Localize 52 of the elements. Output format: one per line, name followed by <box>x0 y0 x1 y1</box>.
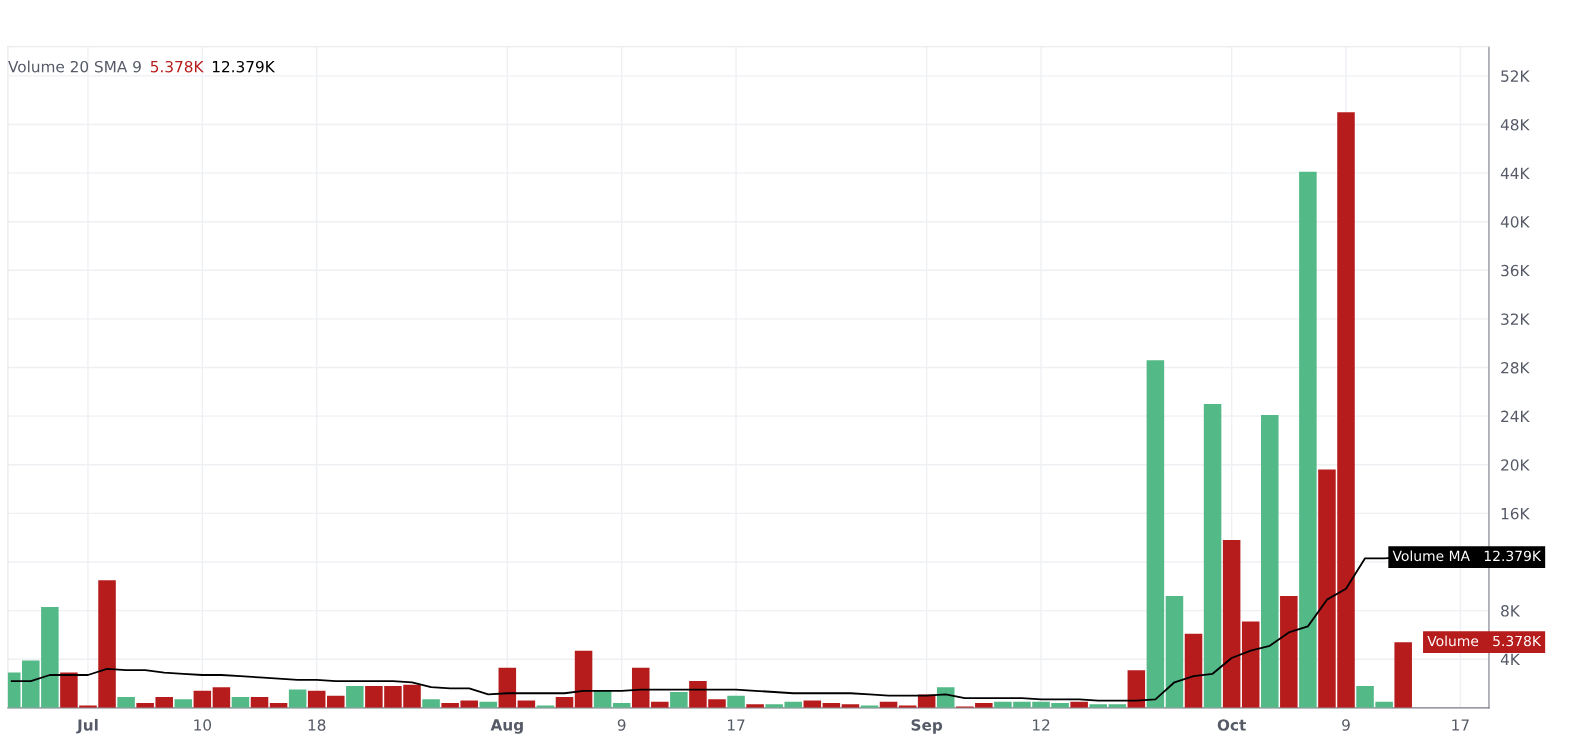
x-tick-label: Aug <box>490 719 523 734</box>
annotation: Volume 20 SMA 9 <box>8 60 141 73</box>
annotation: Volume 5.378K <box>1427 635 1542 647</box>
x-tick-label: 17 <box>1452 719 1469 731</box>
y-tick-label: 4K <box>1500 653 1521 666</box>
x-tick-label: Oct <box>1217 719 1246 731</box>
bar <box>1146 360 1165 708</box>
x-tick-label: 12 <box>1032 719 1050 731</box>
bar <box>670 692 688 708</box>
x-tick-label: 9 <box>617 719 626 731</box>
annotation: Volume MA 12.379K <box>1392 550 1542 562</box>
y-tick-label: 36K <box>1501 264 1530 277</box>
annotation: 12.379K <box>212 60 276 73</box>
bar <box>1299 171 1317 708</box>
bar <box>498 667 517 708</box>
bar <box>117 696 135 708</box>
x-tick-label: Jul <box>76 718 98 734</box>
y-tick-label: 28K <box>1501 362 1530 374</box>
y-tick-label: 40K <box>1500 216 1530 228</box>
bar <box>1280 596 1298 708</box>
x-tick-label: 17 <box>728 719 745 731</box>
x-tick-label: 9 <box>1342 719 1350 731</box>
x-tick-label: 10 <box>194 719 212 731</box>
bar <box>1184 633 1203 708</box>
y-tick-label: 32K <box>1501 313 1530 325</box>
bar <box>174 699 193 708</box>
bar <box>1165 596 1184 708</box>
bar <box>1394 642 1412 708</box>
y-tick-label: 24K <box>1501 410 1530 422</box>
y-tick-label: 44K <box>1500 167 1530 179</box>
y-tick-label: 48K <box>1500 118 1530 131</box>
bar <box>574 650 593 708</box>
y-tick-label: 16K <box>1501 507 1530 520</box>
bar <box>1260 414 1279 708</box>
bar <box>212 687 231 708</box>
y-tick-label: 8K <box>1501 605 1521 617</box>
y-tick-label: 20K <box>1501 459 1530 471</box>
bar <box>727 695 745 708</box>
bar <box>307 690 326 708</box>
bar <box>1222 540 1241 708</box>
bar <box>1241 621 1260 708</box>
bar <box>346 685 364 708</box>
annotation: 5.378K <box>150 60 204 73</box>
bar <box>327 695 345 708</box>
bar <box>288 689 307 708</box>
bar <box>193 690 212 708</box>
bar <box>1127 670 1146 708</box>
x-tick-label: 18 <box>308 719 326 731</box>
y-tick-label: 52K <box>1501 70 1530 82</box>
bar <box>422 699 440 708</box>
x-tick-label: Sep <box>911 719 943 734</box>
bar <box>1203 403 1222 708</box>
